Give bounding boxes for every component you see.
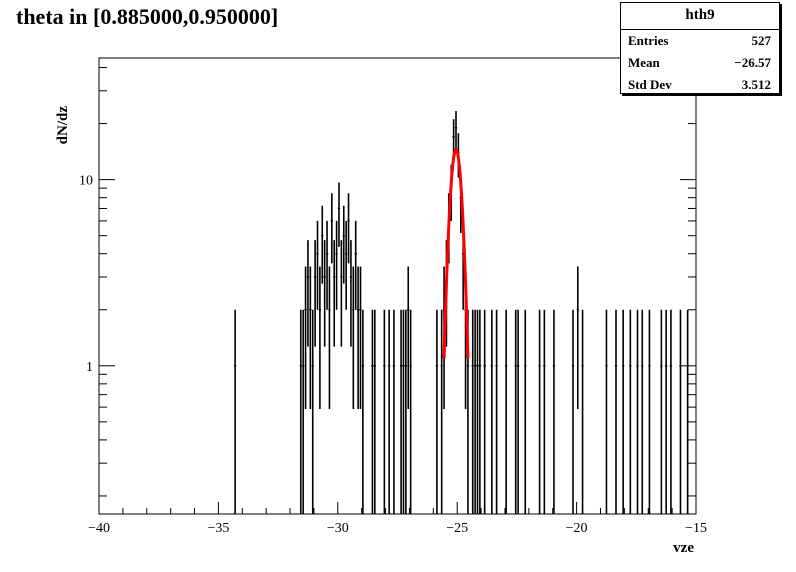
histogram-bin bbox=[325, 220, 329, 310]
histogram-bin bbox=[404, 309, 408, 514]
histogram-bin bbox=[473, 309, 477, 514]
y-tick-label: 10 bbox=[79, 174, 93, 189]
histogram-bin bbox=[333, 240, 336, 347]
stats-row-stddev: Std Dev 3.512 bbox=[621, 74, 779, 96]
histogram-bin bbox=[664, 309, 668, 514]
axes: −40 −35 −30 −25 −20 −15 1 10 bbox=[79, 67, 707, 536]
histogram-bin bbox=[516, 309, 520, 514]
histogram-bin bbox=[407, 266, 410, 410]
histogram-bin bbox=[313, 240, 317, 347]
stats-row-mean: Mean −26.57 bbox=[621, 52, 779, 74]
histogram-bin bbox=[648, 309, 651, 514]
histogram-bin bbox=[356, 266, 360, 410]
histogram-bin bbox=[476, 309, 479, 514]
histogram-bin bbox=[344, 220, 348, 310]
histogram-bin bbox=[605, 309, 608, 514]
histogram-bin bbox=[686, 309, 689, 514]
histogram-bin bbox=[328, 266, 331, 410]
histogram-bin bbox=[301, 309, 305, 514]
histogram-bin bbox=[323, 240, 326, 347]
histogram-bin bbox=[306, 240, 310, 347]
histogram-bin bbox=[330, 193, 334, 264]
stats-box: hth9 Entries 527 Mean −26.57 Std Dev 3.5… bbox=[620, 2, 780, 94]
histogram-bin bbox=[337, 182, 341, 247]
histogram-bin bbox=[621, 309, 625, 514]
histogram-bin bbox=[299, 309, 302, 514]
histogram-bin bbox=[409, 309, 412, 514]
x-tick-label: −30 bbox=[327, 521, 349, 536]
y-axis-label: dN/dz bbox=[55, 106, 71, 145]
histogram-bin bbox=[581, 309, 584, 514]
histogram-bin bbox=[471, 309, 474, 514]
histogram-bin bbox=[641, 309, 644, 514]
histogram-bin bbox=[340, 240, 343, 347]
histogram-bin bbox=[309, 266, 312, 410]
histogram-bin bbox=[576, 266, 579, 410]
histogram-bin bbox=[614, 309, 618, 514]
stats-label: Mean bbox=[628, 55, 660, 70]
histogram-bin bbox=[318, 266, 322, 410]
histogram-bin bbox=[629, 309, 632, 514]
histogram-bin bbox=[514, 309, 517, 514]
x-tick-label: −25 bbox=[446, 521, 468, 536]
histogram-bin bbox=[316, 220, 319, 310]
stats-row-entries: Entries 527 bbox=[621, 30, 779, 52]
histogram-bin bbox=[349, 240, 353, 347]
x-axis-label: vze bbox=[673, 540, 694, 556]
histogram-bin bbox=[454, 111, 458, 149]
stats-label: Std Dev bbox=[628, 77, 672, 92]
x-tick-label: −20 bbox=[566, 521, 588, 536]
histogram-bin bbox=[361, 309, 365, 514]
histogram-bin bbox=[543, 309, 546, 514]
histogram-bin bbox=[440, 309, 443, 514]
histogram-bin bbox=[552, 309, 556, 514]
histogram-bin bbox=[538, 309, 541, 514]
histogram-bin bbox=[435, 309, 439, 514]
histogram-bin bbox=[660, 309, 663, 514]
gaussian-fit-curve bbox=[442, 147, 470, 359]
x-tick-label: −15 bbox=[685, 521, 707, 536]
histogram-bin bbox=[490, 309, 494, 514]
histogram-bins bbox=[233, 111, 689, 514]
histogram-bin bbox=[504, 309, 508, 514]
histogram-bin bbox=[352, 266, 355, 410]
histogram-bin bbox=[571, 309, 575, 514]
histogram-bin bbox=[399, 309, 403, 514]
histogram-bin bbox=[524, 309, 527, 514]
histogram-bin bbox=[669, 309, 673, 514]
histogram-bin bbox=[636, 309, 639, 514]
histogram-bin bbox=[495, 309, 498, 514]
stats-value: 3.512 bbox=[741, 77, 771, 92]
histogram-bin bbox=[373, 309, 377, 514]
histogram-bin bbox=[233, 309, 237, 514]
chart-title: theta in [0.885000,0.950000] bbox=[16, 4, 279, 29]
histogram-bin bbox=[311, 309, 314, 514]
histogram-bin bbox=[359, 266, 362, 410]
histogram-bin bbox=[304, 266, 307, 410]
histogram-bin bbox=[387, 309, 391, 514]
stats-value: 527 bbox=[751, 33, 772, 48]
histogram-bin bbox=[335, 220, 338, 310]
histogram-bin bbox=[478, 309, 482, 514]
histogram-bin bbox=[679, 309, 682, 514]
histogram-bin bbox=[392, 309, 396, 514]
histogram-bin bbox=[342, 205, 345, 284]
stats-value: −26.57 bbox=[734, 55, 771, 70]
x-tick-label: −40 bbox=[88, 521, 110, 536]
histogram-bin bbox=[354, 220, 357, 310]
histogram-bin bbox=[402, 309, 405, 514]
x-tick-label: −35 bbox=[207, 521, 229, 536]
stats-title: hth9 bbox=[621, 3, 779, 30]
stats-label: Entries bbox=[628, 33, 669, 48]
histogram-bin bbox=[321, 205, 324, 284]
histogram-bin bbox=[371, 309, 374, 514]
histogram-bin bbox=[347, 193, 350, 264]
histogram-bin bbox=[383, 309, 386, 514]
plot-frame bbox=[98, 57, 697, 515]
y-tick-label: 1 bbox=[86, 360, 93, 375]
histogram-bin bbox=[483, 309, 486, 514]
